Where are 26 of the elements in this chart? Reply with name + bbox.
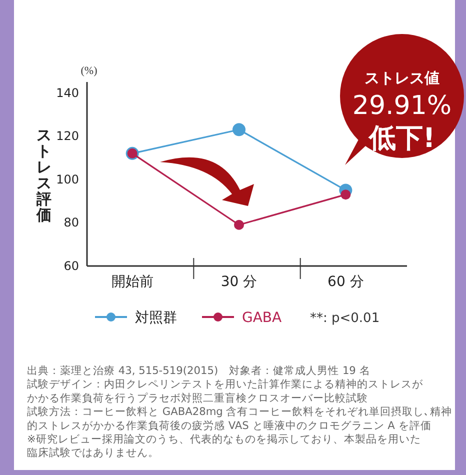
y-tick-label: 120 — [56, 129, 79, 144]
text: **: p<0.01 — [310, 311, 380, 326]
x-tick-label: 開始前 — [111, 274, 154, 290]
point — [340, 190, 351, 200]
text: (%) — [80, 65, 98, 77]
y-tick-label: 140 — [56, 86, 79, 100]
legend-label: 対照群 — [135, 310, 177, 326]
source-note: 出典：薬理と治療 43, 515-519(2015) 対象者：健常成人男性 19 名 — [27, 364, 370, 377]
annotation: 29.91% — [352, 91, 452, 121]
point — [234, 220, 244, 230]
text: 試験デザイン：内田クレペリンテストを用いた計算作業による精神的ストレスが — [27, 378, 424, 391]
text: ※研究レビュー採用論文のうち、代表的なものを掲示しており、本製品を用いた — [27, 432, 421, 446]
point — [232, 123, 246, 136]
annotation: 低下! — [368, 123, 436, 154]
x-tick-label: 60 分 — [328, 274, 364, 290]
annotation: ストレス値 — [364, 69, 440, 87]
legend-label: GABA — [242, 310, 282, 326]
y-tick-label: 100 — [56, 172, 79, 186]
y-tick-label: 80 — [64, 216, 79, 230]
text: 試験方法：コーヒー飲料と GABA28mg 含有コーヒー飲料をそれぞれ単回摂取し､精神 — [27, 405, 452, 418]
text: 的ストレスがかかる作業負荷後の疲労感 VAS と唾液中のクロモグラニン A を評価 — [27, 418, 432, 432]
text: 臨床試験ではありません。 — [27, 446, 159, 460]
x-tick-label: 30 分 — [220, 274, 258, 290]
y-tick-label: 60 — [64, 259, 79, 273]
text: かかる作業負荷を行うプラセボ対照二重盲検クロスオーバー比較試験 — [27, 391, 368, 404]
y-axis-title: ストレス評価 — [36, 126, 52, 224]
